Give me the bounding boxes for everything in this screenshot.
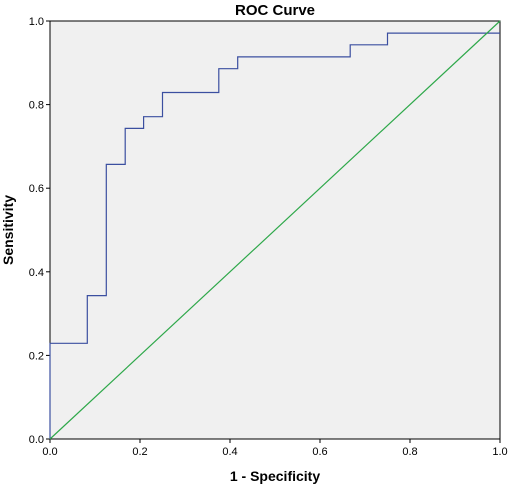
y-tick-label: 0.0 xyxy=(29,434,44,446)
y-tick-label: 1.0 xyxy=(29,16,44,28)
roc-curve-line xyxy=(49,32,500,439)
chart-title: ROC Curve xyxy=(235,2,315,19)
x-tick-label: 0.4 xyxy=(222,446,237,458)
y-tick-label: 0.2 xyxy=(29,350,44,362)
y-tick-label: 0.8 xyxy=(29,100,44,112)
y-tick-label: 0.6 xyxy=(29,183,44,195)
x-tick-label: 0.0 xyxy=(42,446,57,458)
x-tick-label: 1.0 xyxy=(492,446,507,458)
series-layer xyxy=(49,20,501,440)
y-tick-label: 0.4 xyxy=(29,267,44,279)
x-tick-label: 0.6 xyxy=(312,446,327,458)
x-tick-label: 0.2 xyxy=(132,446,147,458)
x-tick-label: 0.8 xyxy=(402,446,417,458)
y-axis-title: Sensitivity xyxy=(0,195,16,265)
x-axis-title: 1 - Specificity xyxy=(230,468,320,484)
axis-ticks: 0.0 0.2 0.4 0.6 0.8 1.0 0.0 0.2 0.4 0.6 0.8 1.0 xyxy=(29,16,508,458)
reference-diagonal-line xyxy=(49,20,501,440)
